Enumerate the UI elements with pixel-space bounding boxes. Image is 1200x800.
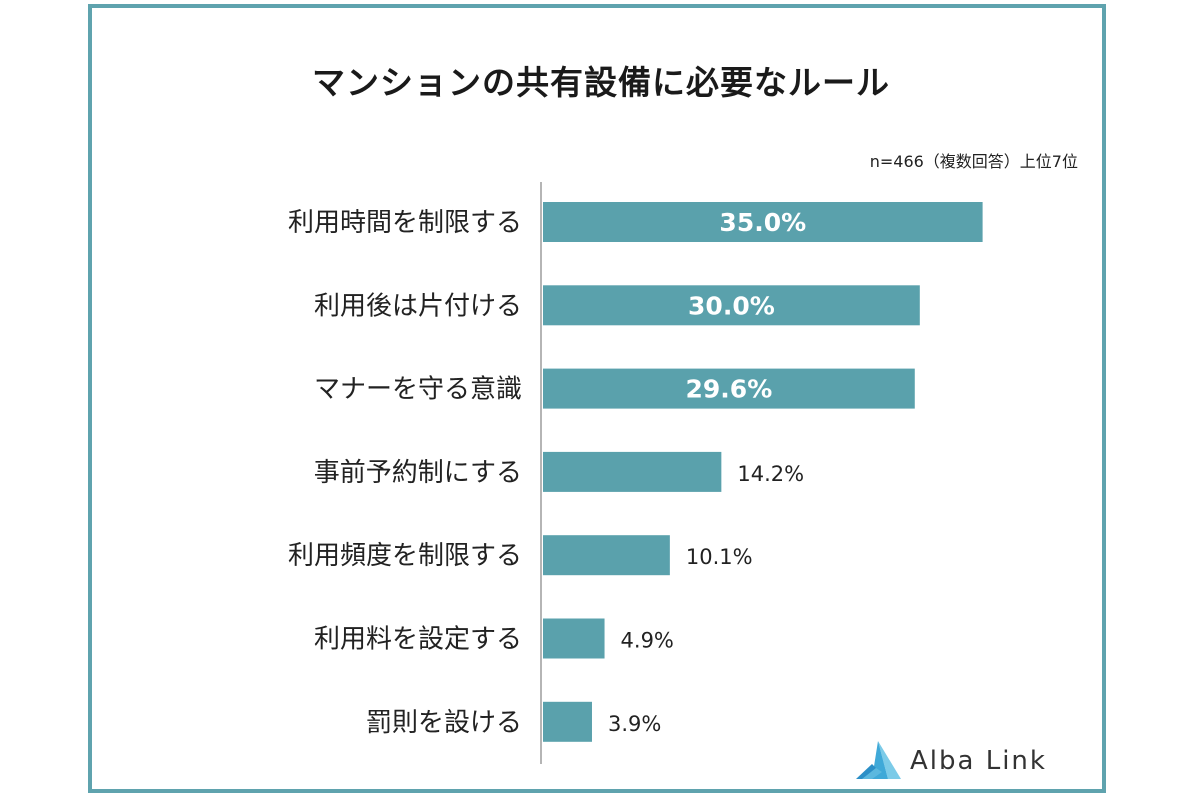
category-label: 利用料を設定する	[314, 625, 522, 655]
bar-chart: 利用時間を制限する 35.0% 利用後は片付ける 30.0% マナーを守る意識 29.6%…	[288, 182, 983, 764]
category-label: 罰則を設ける	[366, 708, 522, 738]
bar	[543, 285, 920, 326]
sample-note: n=466（複数回答）上位7位	[869, 152, 1078, 171]
chart-title: マンションの共有設備に必要なルール	[312, 63, 890, 102]
bar	[543, 202, 983, 242]
value-label: 10.1%	[686, 545, 753, 569]
category-label: 事前予約制にする	[314, 458, 522, 488]
category-label: マナーを守る意識	[314, 375, 522, 405]
value-label: 3.9%	[608, 712, 661, 736]
value-label: 4.9%	[621, 629, 674, 653]
bar	[543, 535, 670, 576]
category-label: 利用後は片付ける	[314, 291, 522, 321]
chart-frame: マンションの共有設備に必要なルール n=466（複数回答）上位7位 利用時間を制…	[88, 4, 1106, 793]
category-label: 利用頻度を制限する	[288, 541, 522, 571]
value-label: 30.0%	[688, 291, 775, 320]
value-label: 35.0%	[719, 208, 806, 237]
bar	[543, 618, 605, 659]
bars-group: 利用時間を制限する 35.0% 利用後は片付ける 30.0% マナーを守る意識 29.6%…	[288, 202, 983, 742]
brand-name: Alba Link	[910, 746, 1047, 776]
value-label: 14.2%	[737, 462, 804, 486]
category-label: 利用時間を制限する	[288, 208, 522, 238]
value-label: 29.6%	[686, 375, 773, 404]
bar	[543, 701, 592, 742]
alba-link-logo-icon	[856, 741, 901, 779]
bar	[543, 368, 915, 409]
bar	[543, 451, 722, 492]
